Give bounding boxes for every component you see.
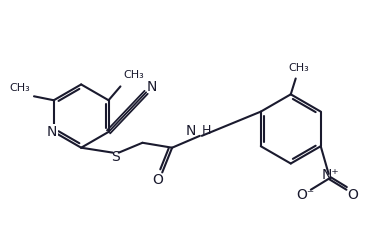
Text: CH₃: CH₃ xyxy=(9,83,30,93)
Text: CH₃: CH₃ xyxy=(123,71,144,81)
Text: O: O xyxy=(347,188,358,202)
Text: S: S xyxy=(111,150,120,163)
Text: CH₃: CH₃ xyxy=(288,62,309,72)
Text: H: H xyxy=(202,124,211,137)
Text: N: N xyxy=(186,124,196,138)
Text: N: N xyxy=(46,125,57,139)
Text: O⁻: O⁻ xyxy=(296,188,314,202)
Text: O: O xyxy=(152,173,163,187)
Text: N: N xyxy=(147,81,157,94)
Text: N⁺: N⁺ xyxy=(322,168,339,182)
